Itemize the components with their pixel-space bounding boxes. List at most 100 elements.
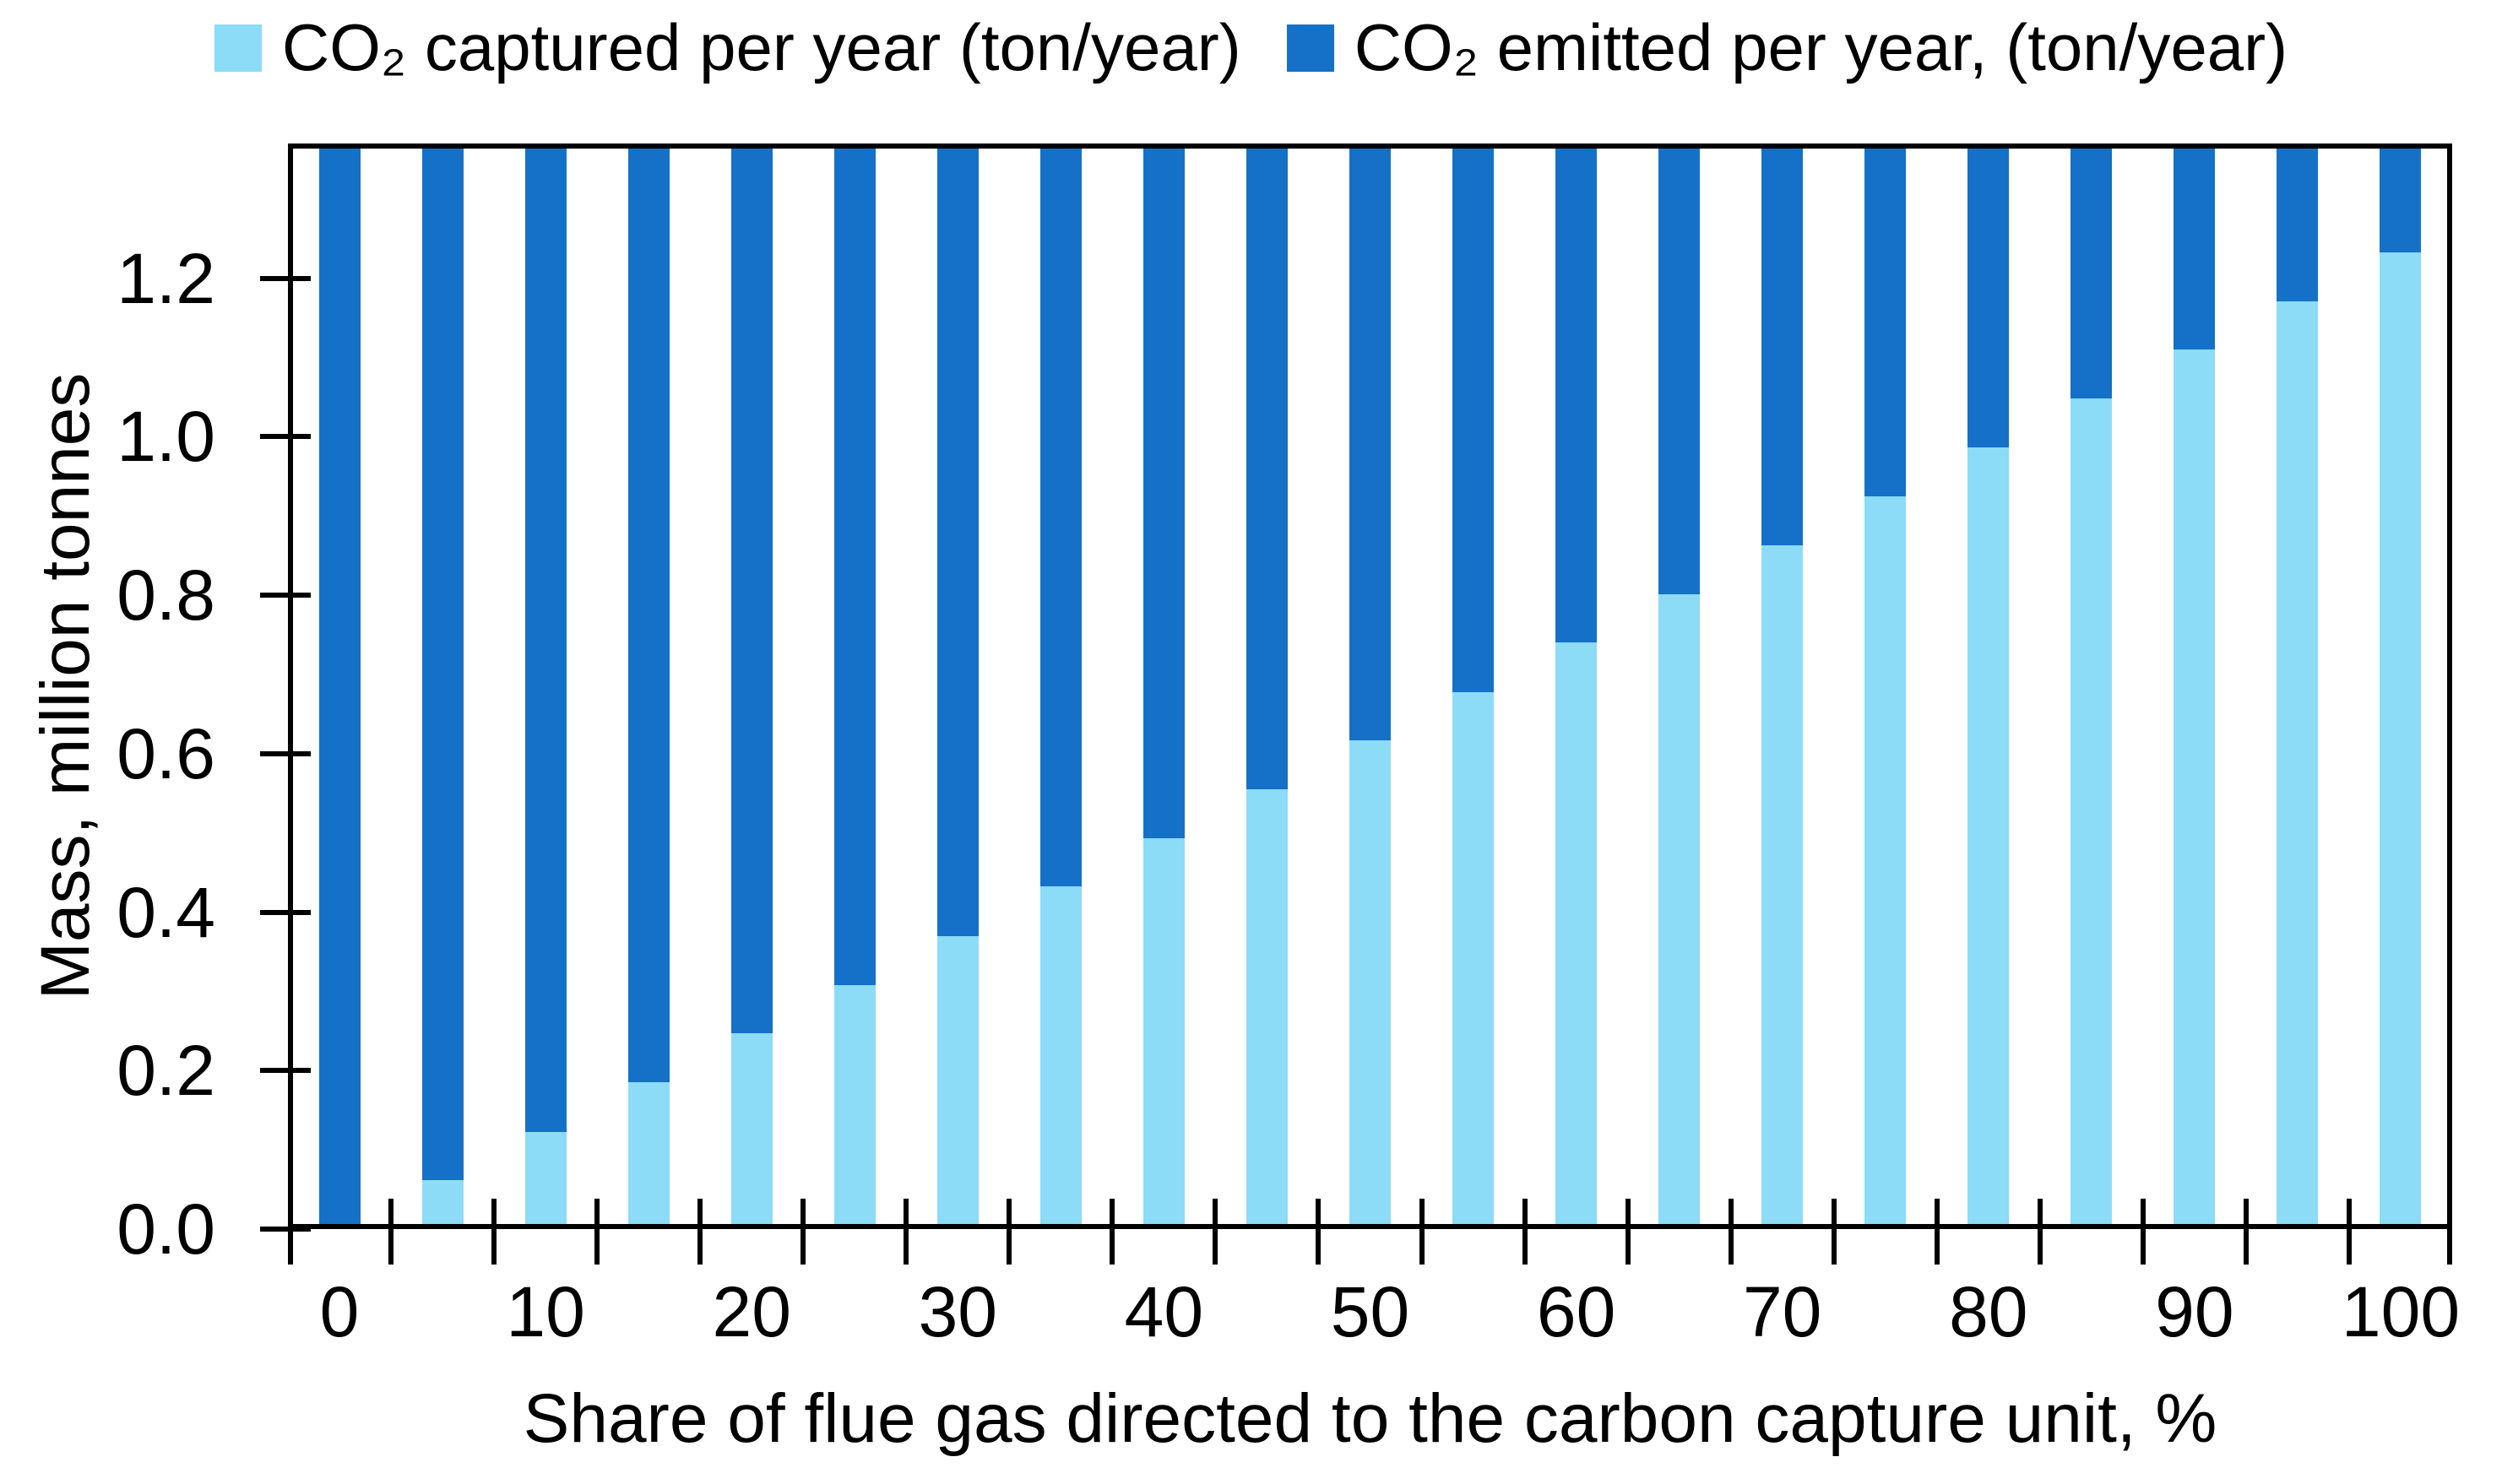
- y-axis-line: [288, 144, 293, 1229]
- x-tick-label: 10: [506, 1272, 585, 1351]
- y-tick-label: 0.0: [117, 1189, 215, 1269]
- x-tick: [388, 1199, 393, 1265]
- x-tick: [1522, 1199, 1528, 1265]
- bar-segment-emitted: [1761, 144, 1804, 545]
- bar-segment-emitted: [1039, 144, 1082, 887]
- bar-segment-captured: [1349, 739, 1391, 1229]
- y-tick-label: 1.0: [117, 397, 215, 477]
- y-tick-label: 1.2: [117, 238, 215, 318]
- plot-area: [260, 144, 2452, 1265]
- legend: CO₂ captured per year (ton/year) CO₂ emi…: [0, 10, 2502, 84]
- x-tick-label: 20: [712, 1272, 791, 1351]
- x-tick: [1419, 1199, 1425, 1265]
- bar-segment-emitted: [524, 144, 567, 1132]
- x-tick: [2347, 1199, 2352, 1265]
- x-axis-title: Share of flue gas directed to the carbon…: [523, 1380, 2217, 1457]
- x-tick-label: 70: [1742, 1272, 1822, 1351]
- bar-segment-captured: [2174, 349, 2216, 1229]
- legend-label-emitted: CO₂ emitted per year, (ton/year): [1354, 10, 2288, 84]
- bar-segment-emitted: [730, 144, 773, 1034]
- x-tick: [1935, 1199, 1940, 1265]
- x-tick: [1625, 1199, 1631, 1265]
- bar-segment-emitted: [2277, 144, 2319, 301]
- x-tick: [697, 1199, 703, 1265]
- bar-segment-captured: [2380, 252, 2422, 1229]
- bar-segment-emitted: [1246, 144, 1288, 790]
- bar-segment-captured: [2071, 398, 2113, 1229]
- y-tick: [260, 275, 311, 281]
- x-tick: [1832, 1199, 1837, 1265]
- y-tick-label: 0.8: [117, 555, 215, 636]
- x-tick: [1729, 1199, 1734, 1265]
- x-tick-label: 50: [1330, 1272, 1410, 1351]
- legend-swatch-emitted-icon: [1286, 24, 1334, 72]
- x-axis-line: [288, 1224, 2452, 1229]
- x-tick: [2038, 1199, 2043, 1265]
- bar-segment-emitted: [1864, 144, 1907, 496]
- bar-segment-emitted: [2380, 144, 2422, 252]
- bar-segment-captured: [936, 935, 979, 1229]
- bar-segment-captured: [1761, 544, 1804, 1229]
- x-tick-label: 40: [1124, 1272, 1204, 1351]
- bar-segment-emitted: [1658, 144, 1701, 595]
- x-tick: [1110, 1199, 1115, 1265]
- legend-item-captured: CO₂ captured per year (ton/year): [214, 10, 1241, 84]
- bar-segment-emitted: [936, 144, 979, 936]
- y-tick: [260, 1227, 311, 1232]
- bar-segment-captured: [1864, 496, 1907, 1229]
- x-tick-label: 30: [918, 1272, 998, 1351]
- bar-segment-captured: [524, 1131, 567, 1229]
- legend-swatch-captured-icon: [214, 24, 262, 72]
- x-tick: [2447, 1199, 2452, 1265]
- y-tick: [260, 434, 311, 440]
- bar-segment-captured: [1246, 789, 1288, 1229]
- y-tick-label: 0.6: [117, 713, 215, 793]
- x-tick: [1316, 1199, 1321, 1265]
- bar-segment-captured: [730, 1033, 773, 1229]
- plot-border-right: [2447, 144, 2452, 1229]
- bar-segment-captured: [1039, 886, 1082, 1229]
- bar-segment-captured: [833, 984, 876, 1229]
- x-tick: [1007, 1199, 1012, 1265]
- x-tick-label: 60: [1536, 1272, 1616, 1351]
- x-tick-label: 80: [1949, 1272, 2028, 1351]
- bar-segment-captured: [627, 1082, 670, 1229]
- x-tick: [1213, 1199, 1218, 1265]
- bar-segment-captured: [1555, 642, 1598, 1229]
- bar-segment-captured: [2277, 301, 2319, 1229]
- x-tick-label: 0: [319, 1272, 360, 1351]
- bar-segment-emitted: [833, 144, 876, 985]
- y-tick-label: 0.4: [117, 872, 215, 952]
- y-tick: [260, 593, 311, 598]
- bar-segment-captured: [1452, 691, 1495, 1229]
- x-tick: [2244, 1199, 2249, 1265]
- y-tick: [260, 750, 311, 756]
- bar-segment-emitted: [1142, 144, 1185, 839]
- x-tick: [594, 1199, 600, 1265]
- x-tick-label: 100: [2341, 1272, 2461, 1351]
- bar-segment-emitted: [627, 144, 670, 1083]
- bar-segment-emitted: [1452, 144, 1495, 692]
- x-tick-label: 90: [2155, 1272, 2234, 1351]
- plot-border-top: [288, 144, 2452, 149]
- bar-segment-captured: [421, 1179, 464, 1229]
- bar-segment-emitted: [1349, 144, 1391, 740]
- x-tick: [904, 1199, 909, 1265]
- y-tick: [260, 1068, 311, 1074]
- bar-segment-emitted: [2174, 144, 2216, 350]
- y-tick-label: 0.2: [117, 1031, 215, 1111]
- x-tick: [801, 1199, 806, 1265]
- x-tick: [288, 1199, 293, 1265]
- x-tick: [2141, 1199, 2146, 1265]
- bar-segment-emitted: [1555, 144, 1598, 643]
- bar-segment-emitted: [421, 144, 464, 1180]
- bar-segment-emitted: [2071, 144, 2113, 399]
- bar-segment-emitted: [1967, 144, 2010, 448]
- y-tick: [260, 909, 311, 915]
- bar-segment-captured: [1967, 447, 2010, 1229]
- bar-segment-emitted: [318, 144, 361, 1229]
- bar-segment-captured: [1142, 838, 1185, 1229]
- x-tick: [491, 1199, 497, 1265]
- legend-label-captured: CO₂ captured per year (ton/year): [281, 10, 1241, 84]
